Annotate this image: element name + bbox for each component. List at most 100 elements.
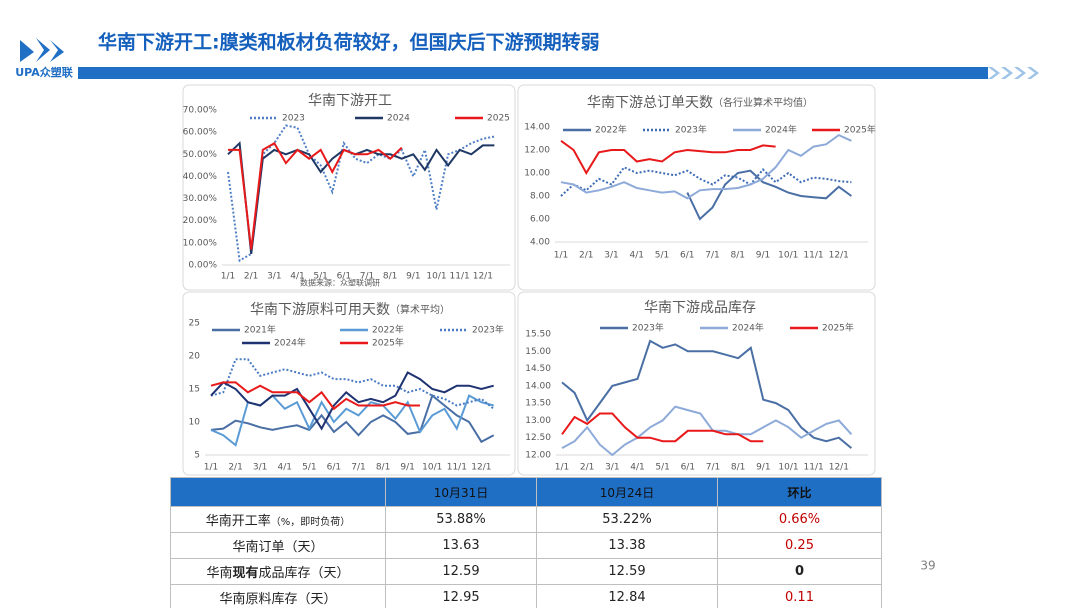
series-line: [210, 381, 420, 411]
x-tick-label: 10/1: [778, 251, 798, 261]
x-tick-label: 5/1: [655, 251, 669, 261]
cell: 13.63: [385, 532, 537, 559]
series-line: [561, 412, 764, 443]
x-tick-label: 6/1: [327, 463, 341, 473]
series-line: [686, 169, 852, 221]
series-line: [210, 393, 495, 444]
label-text: 华南原料库存（天）: [219, 592, 337, 607]
x-tick-label: 1/1: [555, 463, 569, 473]
series-line: [228, 141, 403, 250]
y-tick-label: 10: [189, 418, 201, 428]
x-tick-label: 5/1: [655, 463, 669, 473]
x-tick-label: 5/1: [313, 272, 327, 282]
legend-label: 2024: [387, 114, 410, 124]
y-tick-label: 6.00: [530, 215, 550, 225]
label-text: 华南: [206, 566, 233, 581]
page-number: 39: [920, 559, 935, 573]
x-tick-label: 6/1: [337, 272, 351, 282]
series-line: [560, 133, 852, 200]
y-tick-label: 5: [194, 451, 200, 461]
x-tick-label: 12/1: [829, 463, 849, 473]
y-tick-label: 20: [189, 352, 201, 362]
series-line: [210, 371, 494, 431]
x-tick-label: 2/1: [228, 463, 242, 473]
x-tick-label: 9/1: [756, 251, 770, 261]
cell: 0.11: [717, 584, 882, 608]
chart-subtitle: （算术平均）: [390, 303, 450, 316]
source-note: 数据来源：众塑联调研: [300, 278, 380, 288]
x-tick-label: 6/1: [680, 251, 694, 261]
legend-label: 2022年: [595, 124, 627, 136]
y-tick-label: 70.00%: [183, 106, 218, 116]
header-cell: [170, 477, 386, 507]
legend-label: 2025年: [844, 124, 876, 136]
cell: 0.66%: [717, 506, 882, 533]
x-tick-label: 2/1: [244, 272, 258, 282]
y-tick-label: 20.00%: [183, 216, 218, 226]
chart-title-text: 华南下游开工: [308, 93, 392, 109]
series-line: [560, 139, 776, 175]
y-tick-label: 14.50: [525, 364, 551, 374]
x-tick-label: 5/1: [302, 463, 316, 473]
x-tick-label: 3/1: [605, 463, 619, 473]
x-tick-label: 8/1: [383, 272, 397, 282]
x-tick-label: 1/1: [221, 272, 235, 282]
header-cell: 10月24日: [536, 477, 718, 507]
chart-frame: [517, 84, 876, 291]
legend-label: 2022年: [372, 324, 404, 336]
x-tick-label: 8/1: [731, 463, 745, 473]
x-tick-label: 4/1: [630, 251, 644, 261]
x-tick-label: 7/1: [351, 463, 365, 473]
x-tick-label: 12/1: [829, 251, 849, 261]
legend-label: 2023年: [632, 322, 664, 334]
x-tick-label: 3/1: [604, 251, 618, 261]
table-row: 华南原料库存（天） 12.95 12.84 0.11: [170, 584, 882, 608]
label-text: 华南开工率: [205, 514, 271, 529]
y-tick-label: 30.00%: [183, 194, 218, 204]
x-tick-label: 11/1: [804, 463, 824, 473]
y-tick-label: 12.00: [525, 451, 551, 461]
title-bar: [78, 67, 988, 79]
y-tick-label: 15: [189, 385, 200, 395]
x-tick-label: 6/1: [681, 463, 695, 473]
chart-title-text: 华南下游总订单天数: [587, 95, 713, 111]
x-tick-label: 9/1: [756, 463, 770, 473]
y-tick-label: 13.00: [525, 416, 551, 426]
y-tick-label: 8.00: [530, 192, 550, 202]
y-tick-label: 14.00: [525, 381, 551, 391]
x-tick-label: 2/1: [580, 463, 594, 473]
label-emphasis: 现有: [232, 566, 259, 581]
legend-label: 2023: [282, 114, 305, 124]
chart-title: 华南下游总订单天数（各行业算术平均值）: [587, 95, 813, 111]
chart-title: 华南下游原料可用天数（算术平均）: [250, 302, 450, 318]
logo-mark: [20, 38, 64, 62]
cell: 53.88%: [385, 506, 537, 533]
row-label: 华南开工率（%，即时负荷）: [170, 506, 386, 533]
header-cell: 10月31日: [385, 477, 537, 507]
x-tick-label: 3/1: [253, 463, 267, 473]
x-tick-label: 11/1: [450, 272, 470, 282]
chart-title: 华南下游开工: [308, 93, 392, 109]
x-tick-label: 4/1: [630, 463, 644, 473]
cell: 12.84: [536, 584, 718, 608]
series-line: [227, 141, 495, 255]
y-tick-label: 4.00: [530, 238, 550, 248]
logo: UPA众塑联: [15, 38, 73, 79]
y-tick-label: 25: [189, 319, 200, 329]
row-label: 华南原料库存（天）: [170, 584, 386, 608]
legend-label: 2021年: [244, 324, 276, 336]
legend-label: 2024年: [274, 337, 306, 349]
chart-title-text: 华南下游原料可用天数: [250, 302, 390, 318]
label-note: （%，即时负荷）: [270, 517, 351, 528]
x-tick-label: 9/1: [406, 272, 420, 282]
table-row: 华南现有成品库存（天） 12.59 12.59 0: [170, 558, 882, 585]
cell: 12.95: [385, 584, 537, 608]
legend-label: 2023年: [472, 324, 504, 336]
x-tick-label: 3/1: [267, 272, 281, 282]
x-tick-label: 11/1: [803, 251, 823, 261]
x-tick-label: 10/1: [778, 463, 798, 473]
legend-label: 2025: [487, 114, 510, 124]
legend-label: 2024年: [732, 322, 764, 334]
cell: 12.59: [536, 558, 718, 585]
